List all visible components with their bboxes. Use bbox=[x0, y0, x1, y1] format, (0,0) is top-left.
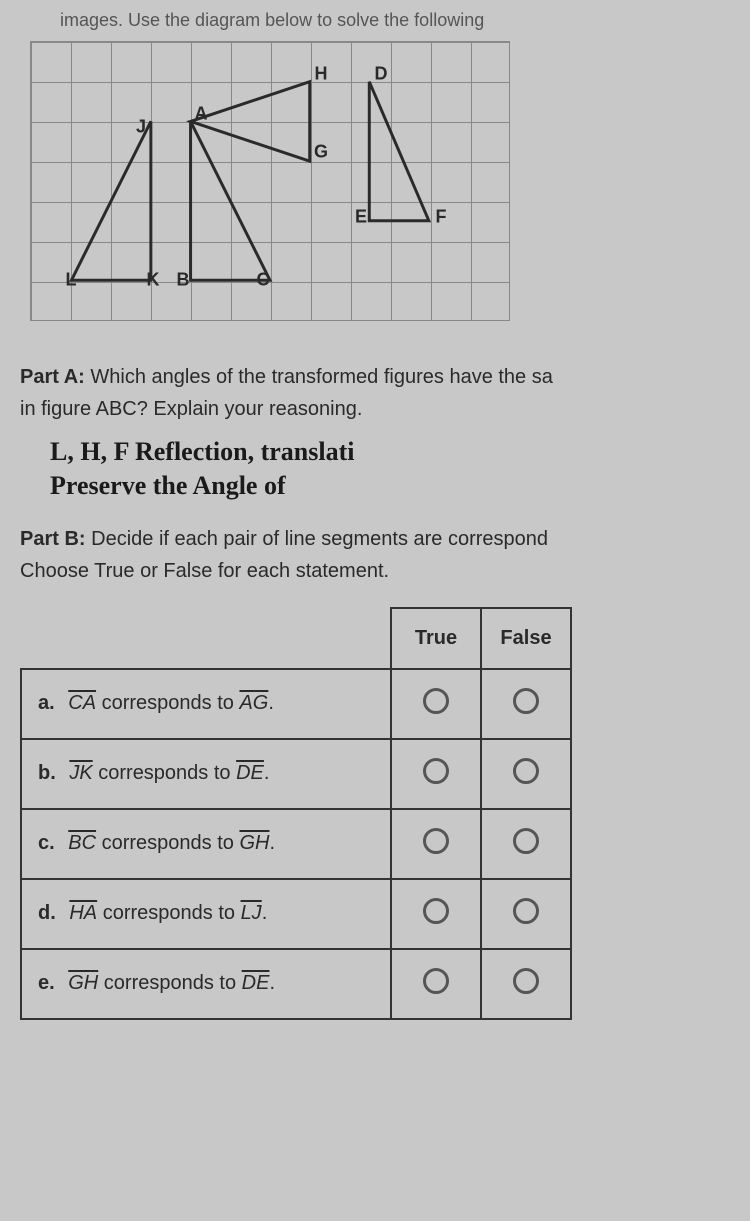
table-row: d. HA corresponds to LJ. bbox=[21, 879, 571, 949]
false-cell bbox=[481, 739, 571, 809]
table-header-row: True False bbox=[21, 608, 571, 669]
diagram-svg bbox=[31, 42, 509, 320]
statement-cell: b. JK corresponds to DE. bbox=[21, 739, 391, 809]
statement-cell: e. GH corresponds to DE. bbox=[21, 949, 391, 1019]
radio-false[interactable] bbox=[513, 898, 539, 924]
radio-false[interactable] bbox=[513, 828, 539, 854]
true-cell bbox=[391, 879, 481, 949]
part-b-text2: Choose True or False for each statement. bbox=[20, 560, 389, 582]
false-cell bbox=[481, 809, 571, 879]
table-row: e. GH corresponds to DE. bbox=[21, 949, 571, 1019]
top-instruction-text: images. Use the diagram below to solve t… bbox=[20, 10, 730, 31]
true-cell bbox=[391, 669, 481, 739]
true-false-table: True False a. CA corresponds to AG.b. JK… bbox=[20, 607, 572, 1020]
part-b-label: Part B: bbox=[20, 528, 86, 550]
label-D: D bbox=[375, 64, 388, 85]
label-J: J bbox=[136, 117, 146, 138]
label-A: A bbox=[195, 104, 208, 125]
table-row: c. BC corresponds to GH. bbox=[21, 809, 571, 879]
radio-false[interactable] bbox=[513, 968, 539, 994]
statement-cell: d. HA corresponds to LJ. bbox=[21, 879, 391, 949]
part-a-heading: Part A: Which angles of the transformed … bbox=[20, 361, 730, 425]
false-cell bbox=[481, 669, 571, 739]
table-row: a. CA corresponds to AG. bbox=[21, 669, 571, 739]
radio-true[interactable] bbox=[423, 828, 449, 854]
true-cell bbox=[391, 809, 481, 879]
label-F: F bbox=[436, 207, 447, 228]
label-C: C bbox=[257, 270, 270, 291]
statement-cell: c. BC corresponds to GH. bbox=[21, 809, 391, 879]
handwritten-answer: L, H, F Reflection, translati Preserve t… bbox=[50, 435, 730, 503]
label-K: K bbox=[147, 270, 160, 291]
radio-true[interactable] bbox=[423, 968, 449, 994]
radio-true[interactable] bbox=[423, 758, 449, 784]
geometry-diagram: H D J A G E F L K B C bbox=[30, 41, 510, 321]
true-cell bbox=[391, 739, 481, 809]
part-b-text1: Decide if each pair of line segments are… bbox=[86, 528, 548, 550]
part-a-text2: in figure ABC? Explain your reasoning. bbox=[20, 398, 362, 420]
header-true: True bbox=[391, 608, 481, 669]
table-row: b. JK corresponds to DE. bbox=[21, 739, 571, 809]
label-B: B bbox=[177, 270, 190, 291]
statement-cell: a. CA corresponds to AG. bbox=[21, 669, 391, 739]
false-cell bbox=[481, 949, 571, 1019]
part-b-heading: Part B: Decide if each pair of line segm… bbox=[20, 523, 730, 587]
false-cell bbox=[481, 879, 571, 949]
handwriting-line2: Preserve the Angle of bbox=[50, 471, 286, 500]
label-H: H bbox=[315, 64, 328, 85]
label-L: L bbox=[66, 270, 77, 291]
radio-true[interactable] bbox=[423, 688, 449, 714]
part-a-text1: Which angles of the transformed figures … bbox=[85, 366, 553, 388]
radio-false[interactable] bbox=[513, 688, 539, 714]
part-a-label: Part A: bbox=[20, 366, 85, 388]
radio-true[interactable] bbox=[423, 898, 449, 924]
label-E: E bbox=[355, 207, 367, 228]
handwriting-line1: L, H, F Reflection, translati bbox=[50, 437, 354, 466]
label-G: G bbox=[314, 142, 328, 163]
true-cell bbox=[391, 949, 481, 1019]
radio-false[interactable] bbox=[513, 758, 539, 784]
header-false: False bbox=[481, 608, 571, 669]
